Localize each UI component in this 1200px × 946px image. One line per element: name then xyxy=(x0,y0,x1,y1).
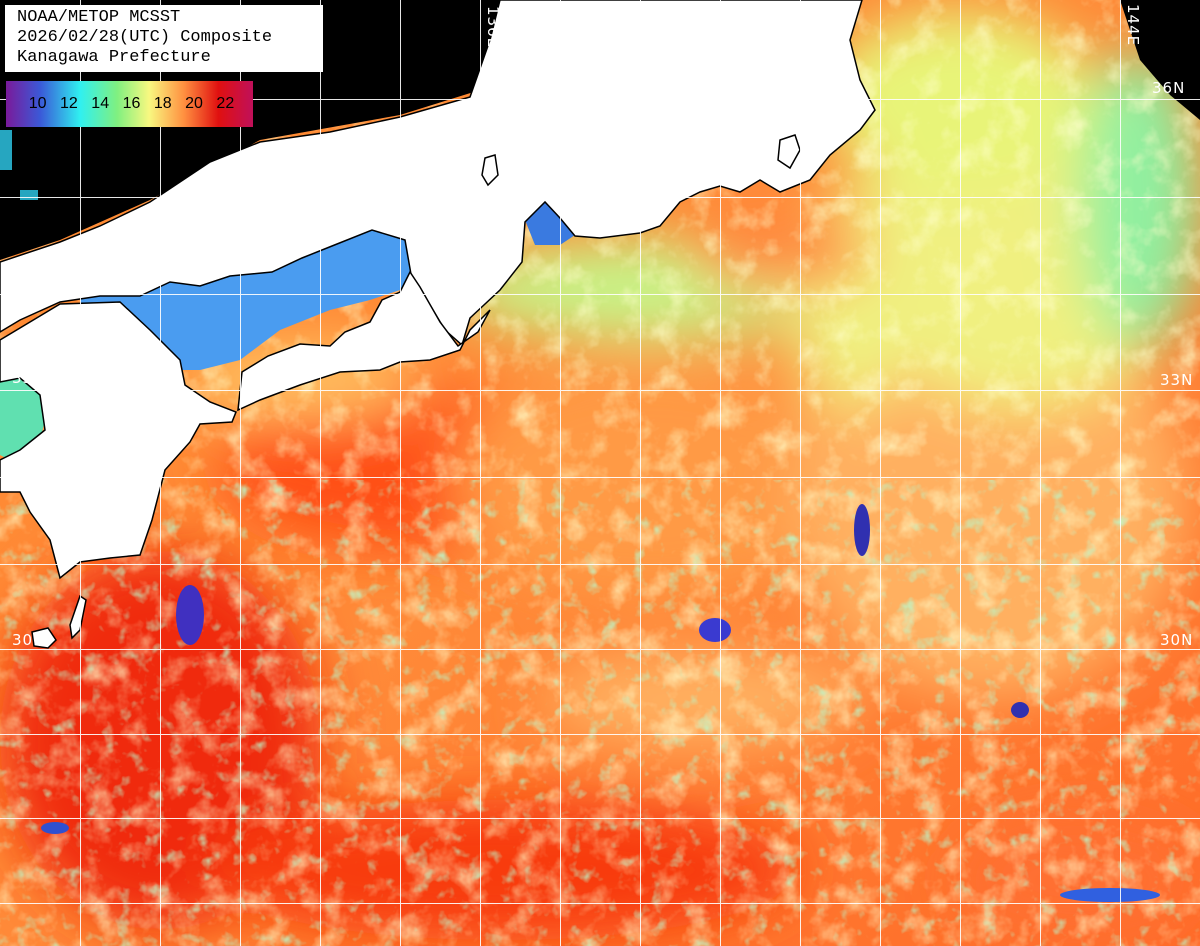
yakushima xyxy=(31,627,57,649)
colorbar-label-18: 18 xyxy=(153,95,172,112)
title-line-region: Kanagawa Prefecture xyxy=(17,48,211,67)
lat-label-33n-right: 33N xyxy=(1160,371,1194,389)
inland-sea-specks xyxy=(0,130,38,200)
colorbar-label-14: 14 xyxy=(91,95,110,112)
colorbar-label-12: 12 xyxy=(60,95,78,112)
kyushu xyxy=(0,301,237,580)
lon-label-136e: 136E xyxy=(484,6,502,49)
lat-label-30n-left: 30N xyxy=(12,631,46,649)
tanegashima xyxy=(69,594,87,640)
cold-spots xyxy=(41,504,1160,902)
title-line-date: 2026/02/28(UTC) Composite xyxy=(17,28,273,47)
shikoku xyxy=(237,270,491,412)
lat-label-36n-right: 36N xyxy=(1152,79,1186,97)
lon-label-144e: 144E xyxy=(1124,4,1142,47)
lat-label-30n-right: 30N xyxy=(1160,631,1194,649)
colorbar-label-10: 10 xyxy=(28,95,47,112)
izu-island xyxy=(777,134,801,170)
colorbar-legend: 10 12 14 16 18 20 22 xyxy=(6,81,253,127)
awaji-island xyxy=(481,154,499,187)
lat-label-33n-left: 33N xyxy=(12,369,46,387)
inland-sea xyxy=(80,222,430,370)
title-box: NOAA/METOP MCSST 2026/02/28(UTC) Composi… xyxy=(5,5,323,72)
title-line-sensor: NOAA/METOP MCSST xyxy=(17,8,181,27)
cold-patches xyxy=(0,480,1200,946)
land xyxy=(0,0,876,649)
colorbar-label-22: 22 xyxy=(216,95,235,112)
colorbar-label-16: 16 xyxy=(122,95,141,112)
colorbar-label-20: 20 xyxy=(185,95,203,112)
colorbar-gradient xyxy=(6,81,253,127)
no-data-region-northeast xyxy=(1120,0,1200,120)
